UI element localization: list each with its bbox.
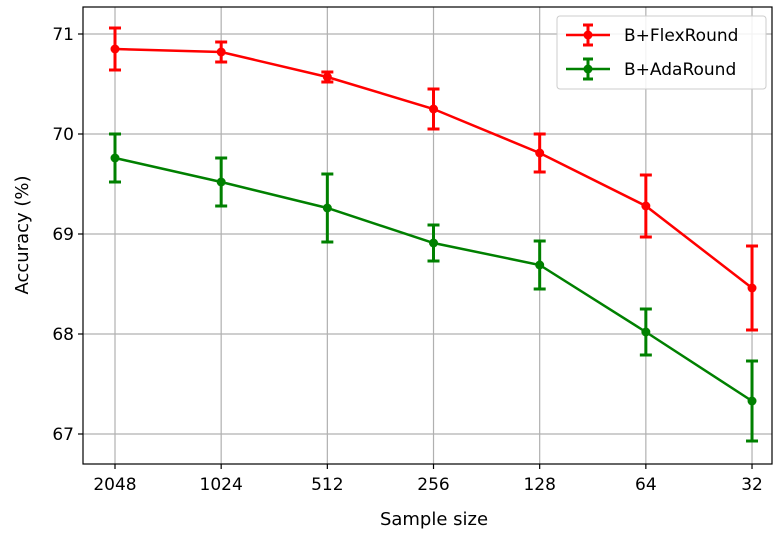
x-tick-label: 512 <box>311 475 343 495</box>
series-1 <box>109 132 759 443</box>
legend: B+FlexRound B+AdaRound <box>556 15 767 90</box>
y-tick-label: 68 <box>52 325 74 345</box>
series-0 <box>109 26 759 332</box>
legend-label: B+AdaRound <box>624 60 736 80</box>
data-point <box>429 238 439 248</box>
y-tick-label: 71 <box>52 25 74 45</box>
y-tick-label: 70 <box>52 125 74 145</box>
x-axis-label: Sample size <box>380 509 488 530</box>
legend-label: B+FlexRound <box>624 26 738 46</box>
x-tick-label: 64 <box>635 475 657 495</box>
data-point <box>641 327 651 337</box>
series-layer <box>109 26 759 443</box>
data-point <box>322 203 332 213</box>
data-point <box>110 153 120 163</box>
y-tick-label: 67 <box>52 425 74 445</box>
data-point <box>110 44 120 54</box>
data-point <box>535 148 545 158</box>
legend-marker <box>583 64 593 74</box>
data-point <box>747 283 757 293</box>
x-tick-label: 1024 <box>200 475 243 495</box>
plot-frame <box>82 6 773 465</box>
data-point <box>322 72 332 82</box>
y-axis-label: Accuracy (%) <box>12 175 33 294</box>
legend-marker <box>583 30 593 40</box>
data-point <box>641 201 651 211</box>
x-tick-label: 256 <box>417 475 449 495</box>
data-point <box>216 177 226 187</box>
data-point <box>535 260 545 270</box>
data-point <box>216 47 226 57</box>
data-point <box>747 396 757 406</box>
x-tick-label: 2048 <box>93 475 136 495</box>
ticks: 2048 1024 512 256 128 64 32 67 68 69 70 71 <box>52 25 762 495</box>
x-tick-label: 128 <box>523 475 555 495</box>
x-tick-label: 32 <box>741 475 763 495</box>
data-point <box>429 104 439 114</box>
y-tick-label: 69 <box>52 225 74 245</box>
